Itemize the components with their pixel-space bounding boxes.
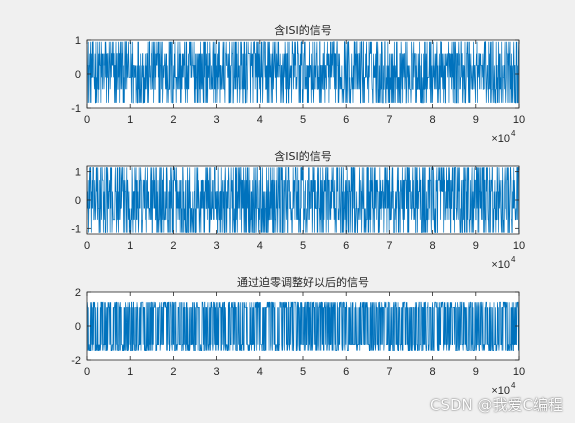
x-tick-label: 3 [214, 366, 220, 378]
x-tick-label: 7 [386, 240, 392, 252]
subplot-title: 含ISI的信号 [274, 23, 331, 37]
y-tick-label: 2 [75, 287, 81, 299]
x-tick-label: 9 [473, 240, 479, 252]
x-tick-label: 2 [170, 366, 176, 378]
x-tick-label: 0 [84, 240, 90, 252]
x-tick-label: 8 [430, 240, 436, 252]
x-tick-label: 10 [513, 366, 525, 378]
x-tick-label: 8 [430, 114, 436, 126]
x-tick-label: 3 [214, 114, 220, 126]
x-tick-label: 4 [257, 366, 263, 378]
x-tick-label: 9 [473, 114, 479, 126]
x-tick-label: 6 [343, 114, 349, 126]
x-tick-label: 2 [170, 240, 176, 252]
x-tick-label: 4 [257, 240, 263, 252]
watermark-text: CSDN @我爱C编程 [429, 396, 563, 414]
y-tick-label: 1 [75, 167, 81, 179]
subplot-title: 通过迫零调整好以后的信号 [237, 275, 369, 289]
x-tick-label: 10 [513, 240, 525, 252]
x-tick-label: 0 [84, 366, 90, 378]
signal-line [87, 167, 519, 233]
x-exponent-power: 4 [511, 255, 516, 264]
y-tick-label: -1 [71, 223, 81, 235]
x-exponent-label: ×10 [491, 385, 510, 397]
y-tick-label: 0 [75, 195, 81, 207]
x-tick-label: 3 [214, 240, 220, 252]
y-tick-label: 0 [75, 321, 81, 333]
y-tick-label: 0 [75, 69, 81, 81]
x-tick-label: 2 [170, 114, 176, 126]
x-tick-label: 9 [473, 366, 479, 378]
x-tick-label: 1 [127, 240, 133, 252]
y-tick-label: 1 [75, 35, 81, 47]
x-tick-label: 0 [84, 114, 90, 126]
y-tick-label: -2 [71, 355, 81, 367]
x-tick-label: 4 [257, 114, 263, 126]
x-exponent-label: ×10 [491, 133, 510, 145]
y-tick-label: -1 [71, 103, 81, 115]
x-tick-label: 6 [343, 366, 349, 378]
x-exponent-power: 4 [511, 381, 516, 390]
x-exponent-label: ×10 [491, 259, 510, 271]
x-tick-label: 1 [127, 114, 133, 126]
x-tick-label: 10 [513, 114, 525, 126]
x-tick-label: 7 [386, 366, 392, 378]
x-tick-label: 6 [343, 240, 349, 252]
x-exponent-power: 4 [511, 129, 516, 138]
x-tick-label: 5 [300, 366, 306, 378]
x-tick-label: 5 [300, 240, 306, 252]
x-tick-label: 5 [300, 114, 306, 126]
x-tick-label: 1 [127, 366, 133, 378]
x-tick-label: 8 [430, 366, 436, 378]
subplot-title: 含ISI的信号 [274, 149, 331, 163]
x-tick-label: 7 [386, 114, 392, 126]
signal-line [87, 41, 519, 104]
signal-line [87, 301, 519, 351]
